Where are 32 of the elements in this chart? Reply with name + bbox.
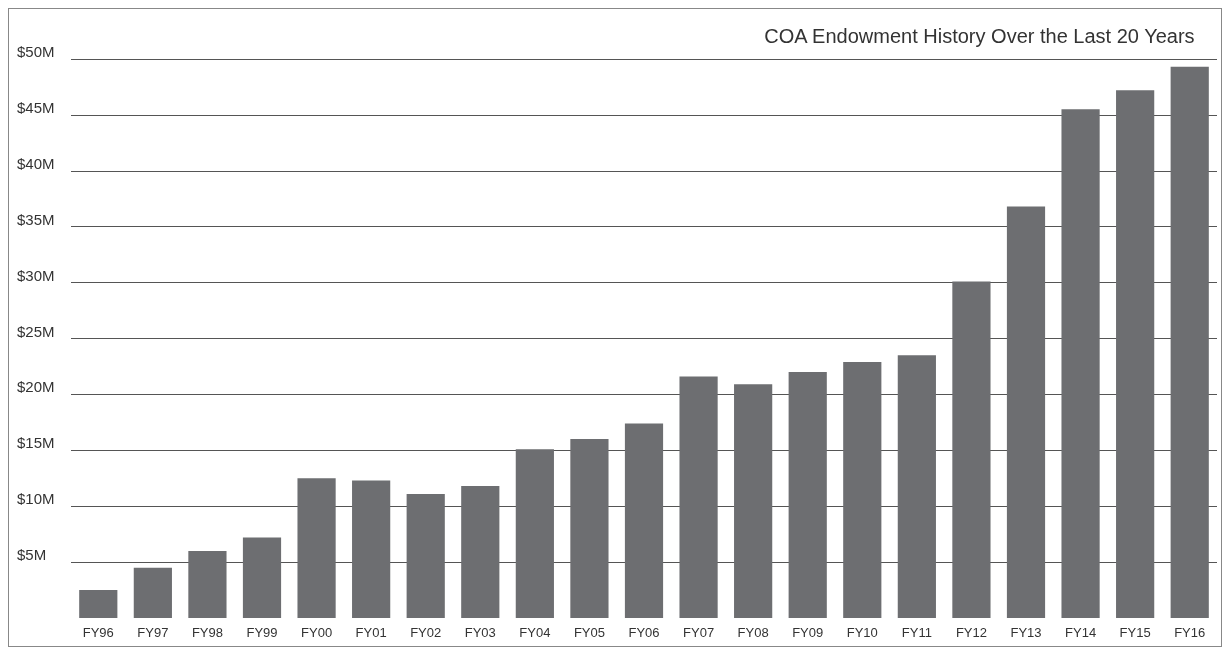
x-tick-label: FY11: [901, 625, 932, 640]
y-tick-label: $25M: [17, 322, 55, 340]
y-tick-label: $10M: [17, 490, 55, 508]
y-tick-label: $40M: [17, 154, 55, 172]
y-tick-label: $35M: [17, 210, 55, 228]
x-tick-label: FY01: [355, 625, 387, 640]
y-tick-label: $30M: [17, 266, 55, 284]
x-tick-label: FY99: [246, 625, 278, 640]
x-tick-label: FY97: [137, 625, 169, 640]
x-tick-label: FY07: [683, 625, 715, 640]
x-tick-label: FY05: [573, 625, 605, 640]
y-tick-label: $20M: [17, 378, 55, 396]
x-tick-label: FY15: [1119, 625, 1151, 640]
x-tick-label: FY13: [1010, 625, 1042, 640]
y-tick-label: $45M: [17, 98, 55, 116]
y-tick-label: $15M: [17, 434, 55, 452]
x-tick-label: FY02: [410, 625, 442, 640]
chart-title: COA Endowment History Over the Last 20 Years: [764, 25, 1195, 47]
x-tick-label: FY03: [464, 625, 496, 640]
x-tick-label: FY98: [191, 625, 223, 640]
x-tick-label: FY08: [737, 625, 769, 640]
x-tick-label: FY10: [846, 625, 878, 640]
x-tick-label: FY12: [955, 625, 987, 640]
x-tick-label: FY14: [1065, 625, 1097, 640]
y-tick-label: $50M: [17, 43, 55, 60]
x-tick-label: FY06: [628, 625, 660, 640]
y-tick-label: $5M: [17, 546, 47, 564]
x-tick-label: FY04: [519, 625, 551, 640]
x-tick-label: FY00: [301, 625, 333, 640]
x-tick-label: FY96: [82, 625, 114, 640]
x-tick-label: FY09: [792, 625, 824, 640]
x-tick-label: FY16: [1174, 625, 1206, 640]
